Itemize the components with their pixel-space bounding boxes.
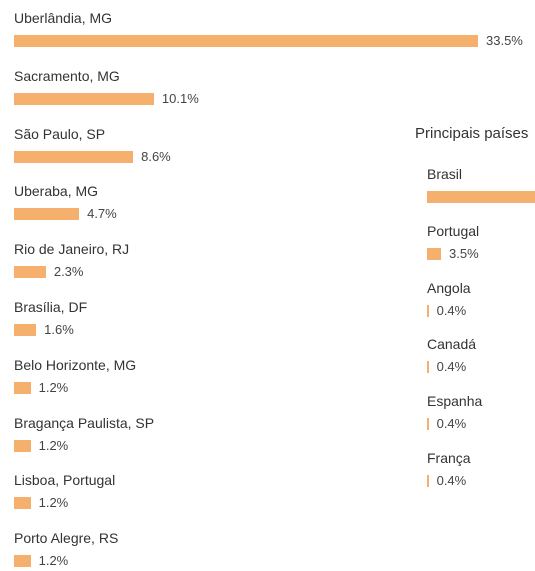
item-name: Lisboa, Portugal: [14, 472, 116, 489]
value-label: 3.5%: [449, 245, 479, 261]
bar: [14, 324, 37, 336]
bar: [427, 475, 429, 487]
bar: [14, 35, 478, 47]
bar: [14, 266, 46, 279]
bar: [14, 92, 154, 105]
bar: [14, 208, 80, 221]
bar: [14, 150, 134, 163]
value-label: 0.4%: [436, 473, 467, 488]
value-label: 4.7%: [87, 206, 117, 222]
item-name: Rio de Janeiro, RJ: [14, 241, 130, 258]
item-name: Brasília, DF: [14, 299, 88, 315]
bar: [427, 191, 535, 203]
value-label: 10.1%: [161, 90, 199, 106]
item-name: Uberlândia, MG: [14, 10, 113, 26]
item-name: Uberaba, MG: [14, 183, 99, 200]
bar: [14, 555, 31, 568]
value-label: 1.2%: [38, 379, 69, 395]
bar: [427, 418, 429, 431]
item-name: Sacramento, MG: [14, 67, 120, 84]
value-label: 33.5%: [486, 33, 523, 48]
value-label: 1.2%: [38, 553, 69, 569]
item-name: Brasil: [427, 166, 463, 182]
countries-title: Principais países: [415, 125, 529, 142]
item-name: São Paulo, SP: [14, 125, 106, 142]
value-label: 2.3%: [53, 264, 84, 280]
value-label: 1.2%: [38, 437, 69, 453]
item-name: Espanha: [427, 393, 483, 410]
value-label: 1.6%: [44, 322, 74, 337]
item-name: Bragança Paulista, SP: [14, 414, 155, 431]
item-name: Canadá: [427, 336, 477, 353]
bar: [14, 439, 31, 452]
item-name: Porto Alegre, RS: [14, 530, 119, 547]
item-name: Angola: [427, 279, 471, 296]
value-label: 8.6%: [141, 148, 171, 164]
value-label: 0.4%: [436, 416, 467, 432]
item-name: Belo Horizonte, MG: [14, 356, 137, 373]
value-label: 0.4%: [436, 302, 467, 318]
bar: [427, 247, 441, 260]
item-name: Portugal: [427, 222, 480, 239]
bar: [427, 361, 429, 374]
item-name: França: [427, 450, 471, 466]
bar: [14, 497, 31, 510]
bar: [427, 304, 429, 317]
value-label: 1.2%: [38, 495, 69, 511]
bar: [14, 381, 31, 394]
value-label: 0.4%: [436, 359, 467, 375]
